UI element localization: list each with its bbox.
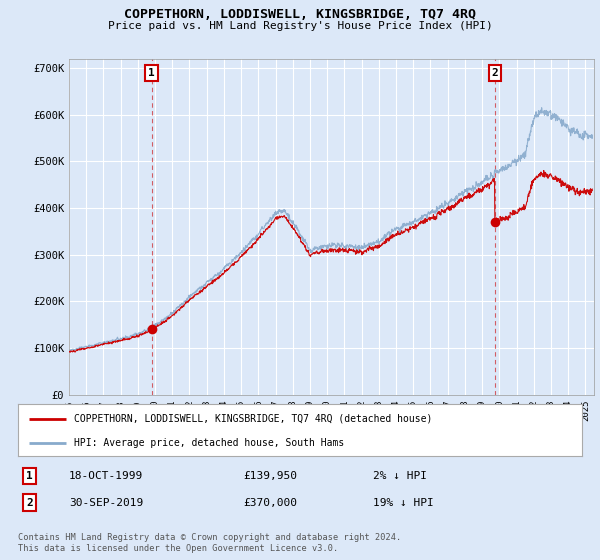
Text: COPPETHORN, LODDISWELL, KINGSBRIDGE, TQ7 4RQ (detached house): COPPETHORN, LODDISWELL, KINGSBRIDGE, TQ7…	[74, 414, 433, 424]
Text: 30-SEP-2019: 30-SEP-2019	[69, 498, 143, 507]
Text: 2% ↓ HPI: 2% ↓ HPI	[373, 471, 427, 481]
Text: HPI: Average price, detached house, South Hams: HPI: Average price, detached house, Sout…	[74, 438, 344, 449]
Text: 19% ↓ HPI: 19% ↓ HPI	[373, 498, 434, 507]
Text: 2: 2	[26, 498, 33, 507]
Text: 18-OCT-1999: 18-OCT-1999	[69, 471, 143, 481]
Text: 1: 1	[26, 471, 33, 481]
Text: 1: 1	[148, 68, 155, 78]
Text: Price paid vs. HM Land Registry's House Price Index (HPI): Price paid vs. HM Land Registry's House …	[107, 21, 493, 31]
Text: £370,000: £370,000	[244, 498, 298, 507]
Text: COPPETHORN, LODDISWELL, KINGSBRIDGE, TQ7 4RQ: COPPETHORN, LODDISWELL, KINGSBRIDGE, TQ7…	[124, 8, 476, 21]
Text: £139,950: £139,950	[244, 471, 298, 481]
Text: Contains HM Land Registry data © Crown copyright and database right 2024.
This d: Contains HM Land Registry data © Crown c…	[18, 533, 401, 553]
Text: 2: 2	[491, 68, 499, 78]
